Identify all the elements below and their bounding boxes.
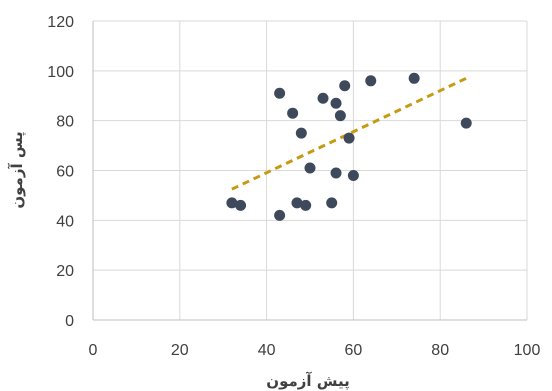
tick-labels: 0 20 40 60 80 100 120 0 20 40 60 80 100 — [47, 14, 540, 359]
data-point — [295, 127, 307, 139]
data-point — [330, 167, 342, 179]
data-point — [365, 75, 377, 87]
data-point — [226, 197, 238, 209]
trendline-layer — [231, 76, 467, 191]
y-tick-label: 0 — [65, 313, 74, 330]
data-point — [235, 199, 247, 211]
y-axis-title: پس آزمون — [8, 131, 27, 208]
data-point — [330, 97, 342, 109]
data-point — [339, 80, 351, 92]
data-point — [460, 117, 472, 129]
x-tick-label: 80 — [431, 342, 449, 359]
trendline — [231, 76, 467, 191]
x-axis-title: پیش آزمون — [266, 372, 349, 391]
x-tick-label: 0 — [89, 342, 98, 359]
data-point — [304, 162, 316, 174]
data-point — [291, 197, 303, 209]
y-tick-label: 80 — [56, 114, 74, 131]
data-point — [274, 87, 286, 99]
data-point — [343, 132, 355, 144]
data-point — [274, 209, 286, 221]
data-point — [347, 169, 359, 181]
data-points — [226, 72, 472, 221]
data-point — [408, 72, 420, 84]
data-point — [326, 197, 338, 209]
x-tick-label: 20 — [171, 342, 189, 359]
x-tick-label: 40 — [258, 342, 276, 359]
data-point — [317, 92, 329, 104]
data-point — [287, 107, 299, 119]
x-tick-label: 100 — [514, 342, 541, 359]
data-point — [300, 199, 312, 211]
data-point — [334, 110, 346, 122]
y-tick-label: 20 — [56, 263, 74, 280]
axis-layer — [92, 21, 527, 321]
y-tick-label: 40 — [56, 213, 74, 230]
y-tick-label: 120 — [47, 14, 74, 31]
y-tick-label: 60 — [56, 164, 74, 181]
y-tick-label: 100 — [47, 64, 74, 81]
x-tick-label: 60 — [345, 342, 363, 359]
